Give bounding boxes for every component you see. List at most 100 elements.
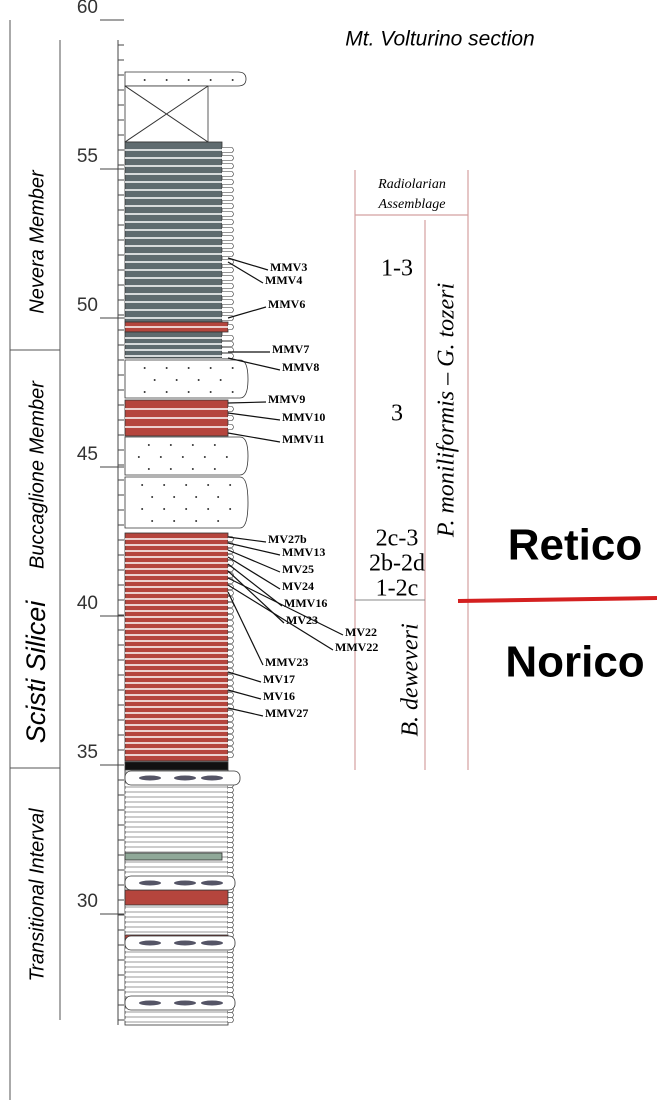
sample-label: MMV16 [284, 596, 327, 610]
bed [125, 332, 222, 358]
leader-line [228, 413, 280, 420]
bed-tip [222, 156, 234, 161]
nodule [201, 881, 223, 886]
assemblage: 2c-3 [376, 526, 419, 552]
bed-tip [228, 425, 234, 430]
scale-label: 55 [77, 146, 98, 167]
grain [148, 444, 150, 446]
bed-tip [222, 316, 234, 321]
member-label: Nevera Member [26, 169, 48, 314]
assemblage: 3 [391, 401, 403, 427]
stage-boundary [458, 598, 657, 601]
sample-label: MV22 [345, 625, 377, 639]
leader-line [228, 571, 284, 623]
bed-tip [222, 354, 234, 359]
grain [220, 379, 222, 381]
nodule [174, 776, 196, 781]
bed-tip [228, 813, 234, 818]
grain [192, 444, 194, 446]
grain [170, 468, 172, 470]
leader-line [228, 402, 266, 403]
bed-tip [228, 808, 234, 813]
grain [195, 496, 197, 498]
bed-tip [228, 407, 234, 412]
grain [207, 484, 209, 486]
nodule [139, 881, 161, 886]
grain [207, 508, 209, 510]
bed-tip [222, 204, 234, 209]
bed [125, 890, 228, 905]
bed-tip [222, 308, 234, 313]
bed-tip [222, 336, 234, 341]
grain [173, 520, 175, 522]
bed-tip [228, 603, 234, 608]
bed [125, 853, 222, 860]
bed-tip [228, 923, 234, 928]
grain [148, 468, 150, 470]
grain [185, 508, 187, 510]
bed-tip [222, 148, 234, 153]
bed-tip [228, 693, 234, 698]
nodule [201, 776, 223, 781]
bed-tip [228, 699, 234, 704]
grain [195, 520, 197, 522]
sample-label: MMV9 [268, 392, 305, 406]
bed-tip [228, 639, 234, 644]
sample-label: MMV6 [268, 297, 305, 311]
bed [125, 762, 228, 770]
nodule [139, 941, 161, 946]
sample-label: MV16 [263, 689, 295, 703]
nodule [174, 1001, 196, 1006]
grain [210, 79, 212, 81]
bed-tip [228, 741, 234, 746]
bed-tip [228, 828, 234, 833]
bed-tip [222, 212, 234, 217]
bed-tip [228, 798, 234, 803]
bed [125, 142, 222, 322]
sample-label: MV25 [282, 562, 314, 576]
sandstone-bed [125, 72, 246, 86]
stage-label: Retico [508, 521, 642, 570]
bed-tip [228, 978, 234, 983]
grain [144, 367, 146, 369]
bed-tip [222, 196, 234, 201]
grain [163, 508, 165, 510]
bed-tip [228, 803, 234, 808]
table-header: Radiolarian [377, 177, 446, 192]
bed-tip [228, 863, 234, 868]
grain [192, 468, 194, 470]
grain [144, 79, 146, 81]
bed-tip [228, 651, 234, 656]
bed-tip [222, 236, 234, 241]
bed-tip [228, 843, 234, 848]
bed-tip [222, 220, 234, 225]
sandstone-bed [125, 360, 248, 398]
bed-tip [228, 928, 234, 933]
member-label: Transitional Interval [26, 808, 48, 982]
grain [182, 456, 184, 458]
grain [151, 520, 153, 522]
nodule [174, 881, 196, 886]
bed-tip [228, 615, 234, 620]
nodule [174, 941, 196, 946]
grain [210, 367, 212, 369]
bed-tip [222, 292, 234, 297]
bed-tip [228, 621, 234, 626]
grain [214, 444, 216, 446]
lithologic-column [118, 45, 248, 1025]
sample-label: MMV7 [272, 342, 309, 356]
grain [144, 391, 146, 393]
scale-label: 45 [77, 444, 98, 465]
grain [217, 520, 219, 522]
bed-tip [228, 908, 234, 913]
bed-tip [228, 788, 234, 793]
bed-tip [228, 833, 234, 838]
grain [166, 79, 168, 81]
grain [232, 391, 234, 393]
grain [188, 79, 190, 81]
bed-tip [228, 893, 234, 898]
grain [185, 484, 187, 486]
bed-tip [228, 968, 234, 973]
formation-label: Scisti Silicei [21, 600, 51, 744]
grain [176, 379, 178, 381]
